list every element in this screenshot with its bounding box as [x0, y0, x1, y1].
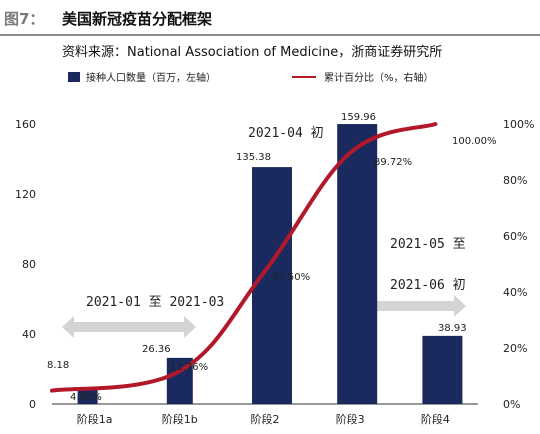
- y-right-tick-label: 40%: [503, 286, 527, 299]
- y-right-tick-label: 60%: [503, 230, 527, 243]
- bar: [77, 389, 98, 404]
- y-left-tick-label: 0: [29, 398, 36, 411]
- y-right-tick-label: 0%: [503, 398, 520, 411]
- bar: [422, 335, 463, 404]
- x-tick-label: 阶段1a: [77, 412, 113, 426]
- bar-value-label: 159.96: [341, 112, 376, 123]
- legend-line-swatch: [292, 75, 316, 78]
- x-tick-label: 阶段4: [421, 412, 450, 426]
- period-2-label: 2021-04 初: [248, 126, 324, 141]
- period-1-label: 2021-01 至 2021-03: [86, 295, 224, 310]
- y-left-tick-label: 40: [22, 328, 36, 341]
- line-value-label: 100.00%: [452, 136, 497, 147]
- line-value-label: 47.50%: [272, 272, 310, 283]
- legend-item-line: 累计百分比（%，右轴）: [292, 69, 434, 84]
- figure-title: 美国新冠疫苗分配框架: [62, 10, 213, 28]
- x-tick-label: 阶段3: [336, 412, 365, 426]
- bar-series: [77, 124, 463, 404]
- y-left-tick-label: 80: [22, 258, 36, 271]
- annotations: 2021-01 至 2021-03 2021-04 初 2021-05 至 2021-…: [86, 126, 466, 310]
- legend-bar-label: 接种人口数量（百万，左轴）: [86, 73, 216, 84]
- y-right-tick-label: 20%: [503, 342, 527, 355]
- chart-axes: 0 40 80 120 160 0% 20% 40% 60% 80% 100% 阶段1a 阶段1b 阶段2…: [15, 118, 534, 426]
- period-arrow-2: [364, 295, 466, 317]
- line-series: [50, 122, 438, 393]
- period-arrows: [62, 295, 466, 338]
- figure-number: 图7：: [4, 10, 45, 28]
- period-arrow-1: [62, 316, 196, 338]
- y-left-tick-label: 120: [15, 188, 36, 201]
- legend-item-bar: 接种人口数量（百万，左轴）: [68, 69, 216, 84]
- y-right-tick-label: 80%: [503, 174, 527, 187]
- x-tick-label: 阶段2: [251, 412, 280, 426]
- legend-bar-swatch: [68, 71, 80, 82]
- bar-value-label: 8.18: [47, 360, 69, 371]
- line-value-label: 11.76%: [170, 362, 208, 373]
- y-right-tick-label: 100%: [503, 118, 534, 131]
- figure-header: 图7： 美国新冠疫苗分配框架: [0, 0, 540, 38]
- bar: [337, 124, 378, 404]
- bar-value-label: 135.38: [236, 152, 271, 163]
- period-3b-label: 2021-06 初: [390, 278, 466, 293]
- bar-value-label: 26.36: [142, 344, 171, 355]
- x-tick-label: 阶段1b: [162, 412, 198, 426]
- bar: [252, 167, 292, 404]
- chart-legend: 接种人口数量（百万，左轴） 累计百分比（%，右轴）: [0, 69, 540, 85]
- period-3a-label: 2021-05 至: [390, 237, 466, 252]
- header-divider: [0, 34, 540, 36]
- bar-value-label: 38.93: [438, 323, 467, 334]
- legend-line-label: 累计百分比（%，右轴）: [324, 73, 434, 84]
- cumulative-line: [50, 122, 438, 393]
- source-note: 资料来源：National Association of Medicine，浙商…: [62, 45, 443, 60]
- line-value-label: 4.80%: [70, 392, 102, 403]
- line-value-label: 89.72%: [374, 157, 412, 168]
- y-left-tick-label: 160: [15, 118, 36, 131]
- data-labels: 8.18 26.36 135.38 159.96 38.93 4.80% 11.76% 47.…: [47, 112, 497, 403]
